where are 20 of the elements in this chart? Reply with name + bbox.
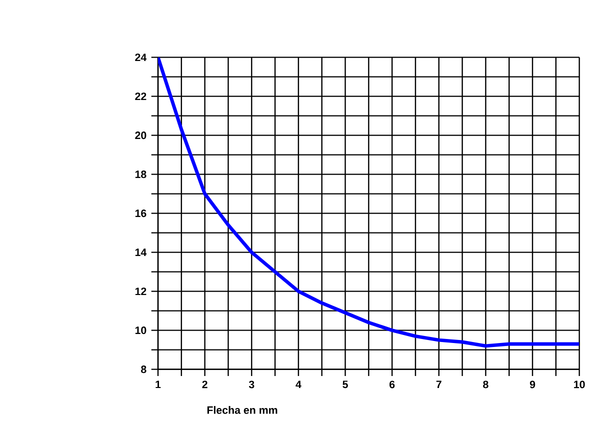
y-tick-label: 12 bbox=[135, 288, 146, 296]
x-tick-label: 9 bbox=[530, 380, 536, 388]
y-tick-label: 16 bbox=[135, 210, 146, 218]
x-tick-label: 8 bbox=[483, 380, 488, 388]
x-tick-label: 10 bbox=[574, 380, 585, 388]
x-tick-label: 7 bbox=[436, 380, 442, 388]
x-tick-label: 4 bbox=[296, 380, 302, 388]
y-tick-label: 18 bbox=[135, 170, 146, 178]
y-tick-label: 22 bbox=[135, 92, 146, 100]
x-tick-label: 2 bbox=[202, 380, 208, 388]
y-tick-label: 20 bbox=[135, 132, 146, 140]
x-axis-title: Flecha en mm bbox=[207, 406, 278, 414]
y-tick-label: 8 bbox=[141, 366, 146, 374]
y-tick-label: 10 bbox=[135, 326, 146, 334]
y-tick-label: 14 bbox=[135, 248, 147, 256]
x-tick-label: 5 bbox=[342, 380, 348, 388]
x-tick-label: 1 bbox=[156, 380, 161, 388]
x-tick-label: 6 bbox=[390, 380, 395, 388]
x-tick-label: 3 bbox=[248, 380, 254, 388]
y-tick-label: 24 bbox=[135, 54, 147, 62]
